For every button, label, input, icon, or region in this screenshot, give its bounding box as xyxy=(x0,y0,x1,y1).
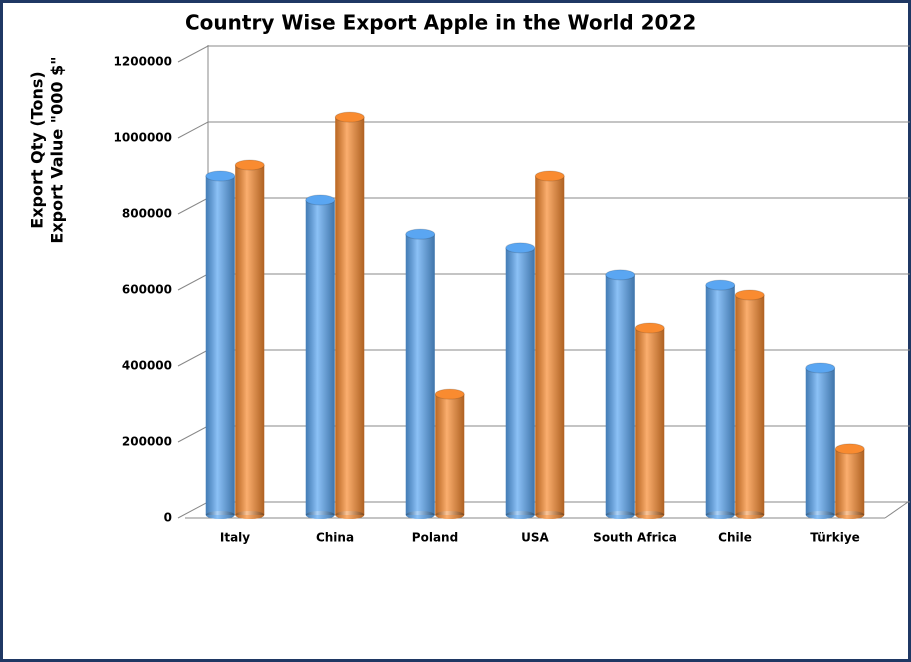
bar-top xyxy=(705,279,736,291)
bar-base-shading xyxy=(305,511,335,519)
floor-right-edge xyxy=(884,501,909,519)
bar-base-shading xyxy=(235,511,265,519)
bar-shading xyxy=(235,165,265,515)
x-tick-label: Chile xyxy=(718,531,752,545)
grid-line xyxy=(177,45,910,63)
bar-top xyxy=(434,388,465,400)
bar-top xyxy=(505,242,536,254)
bar-base-shading xyxy=(405,511,435,519)
bar-top xyxy=(205,170,236,182)
bar-shading xyxy=(635,328,665,515)
y-tick-label: 800000 xyxy=(122,207,172,221)
bar-base-shading xyxy=(205,511,235,519)
bar-shading xyxy=(305,199,335,516)
bar-shading xyxy=(405,234,435,515)
bar-base-shading xyxy=(805,511,835,519)
bar-top xyxy=(605,269,636,281)
y-tick-label: 600000 xyxy=(122,283,172,297)
bar-top xyxy=(405,228,436,240)
x-tick-label: Poland xyxy=(412,531,458,545)
bar-top xyxy=(534,170,565,182)
x-tick-label: Italy xyxy=(220,531,250,545)
bar-top xyxy=(805,362,836,374)
bar-base-shading xyxy=(435,511,465,519)
y-axis-title: Export Qty (Tons) Export Value "000 $" xyxy=(28,56,67,243)
y-axis-title-line: Export Qty (Tons) xyxy=(28,71,47,228)
bar-base-shading xyxy=(535,511,565,519)
bar-base-shading xyxy=(605,511,635,519)
bar-top xyxy=(305,194,336,206)
bar-shading xyxy=(705,285,735,515)
x-tick-label: China xyxy=(316,531,354,545)
y-tick-label: 1000000 xyxy=(114,131,172,145)
chart-title: Country Wise Export Apple in the World 2… xyxy=(185,11,696,35)
x-tick-label: USA xyxy=(521,531,549,545)
bar-shading xyxy=(805,367,835,515)
bar-shading xyxy=(605,274,635,515)
y-tick-label: 400000 xyxy=(122,359,172,373)
bar-shading xyxy=(735,294,765,515)
bar-top xyxy=(834,443,865,455)
y-axis-title-line: Export Value "000 $" xyxy=(48,56,67,243)
bar-shading xyxy=(435,394,465,515)
bar-base-shading xyxy=(705,511,735,519)
bar-top xyxy=(734,289,765,301)
x-tick-label: South Africa xyxy=(593,531,677,545)
bar-shading xyxy=(535,176,565,516)
bar-top xyxy=(334,111,365,123)
bar-shading xyxy=(205,176,235,516)
bar-top xyxy=(634,322,665,334)
bar-base-shading xyxy=(505,511,535,519)
y-tick-label: 1200000 xyxy=(114,55,172,69)
bar-base-shading xyxy=(835,511,865,519)
bar-base-shading xyxy=(635,511,665,519)
grid-line xyxy=(177,121,910,139)
bar-shading xyxy=(335,117,365,515)
x-tick-label: Türkiye xyxy=(810,531,860,545)
bar-base-shading xyxy=(735,511,765,519)
bar-base-shading xyxy=(335,511,365,519)
y-tick-label: 0 xyxy=(164,511,172,525)
y-tick-label: 200000 xyxy=(122,435,172,449)
bar-shading xyxy=(505,247,535,516)
bar-top xyxy=(234,159,265,171)
bar-shading xyxy=(835,448,865,515)
